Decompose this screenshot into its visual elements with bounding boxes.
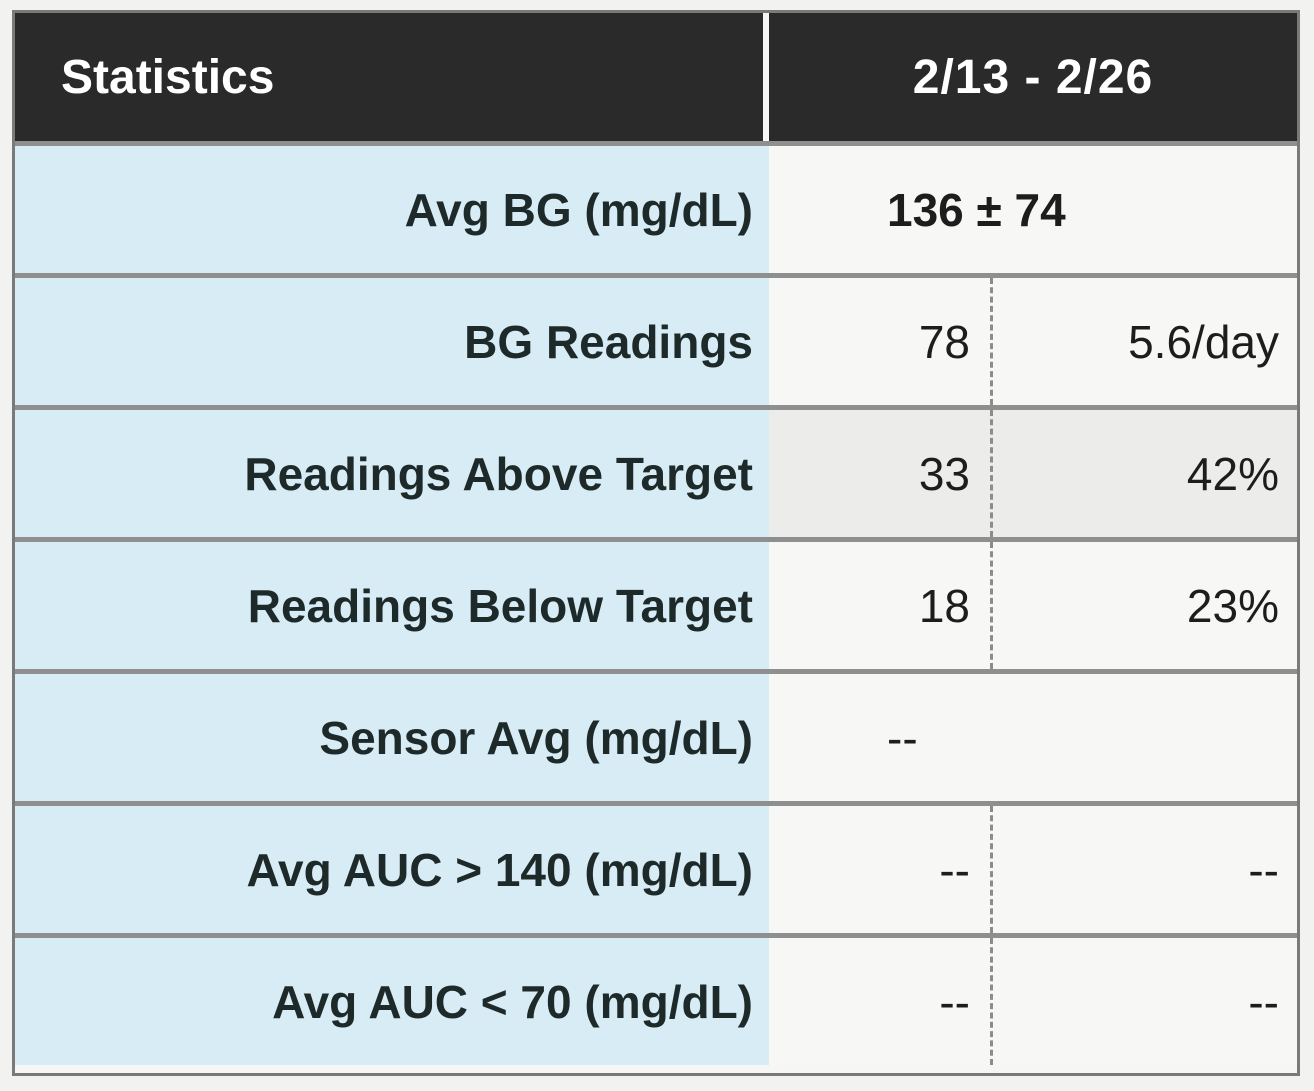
table-row: BG Readings 78 5.6/day (15, 273, 1297, 405)
table-row: Readings Below Target 18 23% (15, 537, 1297, 669)
row-values: 33 42% (769, 410, 1297, 537)
row-value-b: -- (1248, 843, 1279, 896)
row-count: 78 (769, 278, 993, 405)
table-row: Avg AUC < 70 (mg/dL) -- -- (15, 933, 1297, 1065)
header-date-range: 2/13 - 2/26 (769, 13, 1297, 141)
row-rate: 5.6/day (1128, 315, 1279, 368)
row-values: -- -- (769, 806, 1297, 933)
row-value-b: -- (1248, 975, 1279, 1028)
row-label: BG Readings (15, 278, 769, 405)
row-values: 136 ± 74 (769, 146, 1297, 273)
row-label: Avg AUC > 140 (mg/dL) (15, 806, 769, 933)
table-row: Sensor Avg (mg/dL) -- (15, 669, 1297, 801)
table-row: Avg AUC > 140 (mg/dL) -- -- (15, 801, 1297, 933)
row-label: Readings Above Target (15, 410, 769, 537)
row-values: 18 23% (769, 542, 1297, 669)
row-values: -- -- (769, 938, 1297, 1065)
row-label: Readings Below Target (15, 542, 769, 669)
row-value-a: -- (769, 806, 993, 933)
row-label: Avg BG (mg/dL) (15, 146, 769, 273)
table-row: Avg BG (mg/dL) 136 ± 74 (15, 141, 1297, 273)
row-percent: 42% (993, 410, 1297, 537)
row-values: 78 5.6/day (769, 278, 1297, 405)
row-label: Sensor Avg (mg/dL) (15, 674, 769, 801)
statistics-table: Statistics 2/13 - 2/26 Avg BG (mg/dL) 13… (12, 10, 1300, 1076)
header-title: Statistics (15, 13, 769, 141)
row-percent: 23% (1186, 579, 1279, 632)
table-header: Statistics 2/13 - 2/26 (15, 13, 1297, 141)
row-value: -- (887, 711, 918, 764)
table-row: Readings Above Target 33 42% (15, 405, 1297, 537)
row-value-a: -- (769, 938, 993, 1065)
row-value: 136 ± 74 (887, 183, 1066, 236)
row-count: 18 (769, 542, 993, 669)
row-count: 33 (769, 410, 993, 537)
row-label: Avg AUC < 70 (mg/dL) (15, 938, 769, 1065)
row-values: -- (769, 674, 1297, 801)
